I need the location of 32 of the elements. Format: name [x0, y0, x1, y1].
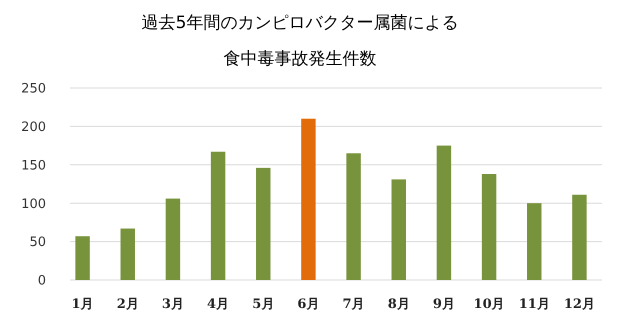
bar	[301, 118, 316, 280]
y-tick-label: 250	[21, 82, 46, 97]
y-tick-label: 200	[21, 120, 46, 135]
bar	[527, 203, 542, 280]
x-tick-label: 10月	[474, 297, 505, 312]
x-tick-label: 6月	[297, 297, 320, 312]
bar	[482, 174, 496, 280]
chart-subtitle: 食中毒事故発生件数	[224, 49, 376, 69]
bar	[572, 194, 587, 280]
x-tick-label: 11月	[518, 297, 550, 312]
bar	[120, 228, 135, 280]
x-tick-label: 1月	[72, 297, 94, 312]
bar	[210, 152, 226, 280]
y-tick-label: 150	[21, 158, 46, 174]
bar	[392, 179, 406, 280]
bar	[166, 198, 180, 280]
bar	[256, 168, 270, 280]
bar	[75, 236, 90, 280]
x-tick-label: 3月	[162, 297, 184, 312]
x-tick-label: 5月	[252, 297, 274, 312]
y-tick-label: 100	[21, 196, 46, 212]
x-tick-label: 9月	[432, 297, 455, 312]
y-tick-label: 50	[29, 235, 46, 250]
x-tick-label: 7月	[342, 297, 365, 312]
x-tick-label: 8月	[388, 297, 410, 312]
bar	[346, 153, 361, 280]
bar	[436, 146, 452, 280]
y-tick-label: 0	[38, 274, 46, 289]
x-tick-label: 12月	[564, 297, 595, 312]
x-tick-label: 2月	[116, 297, 139, 312]
x-tick-label: 4月	[207, 297, 230, 312]
chart-title: 過去5年間のカンピロバクター属菌による	[142, 13, 458, 33]
